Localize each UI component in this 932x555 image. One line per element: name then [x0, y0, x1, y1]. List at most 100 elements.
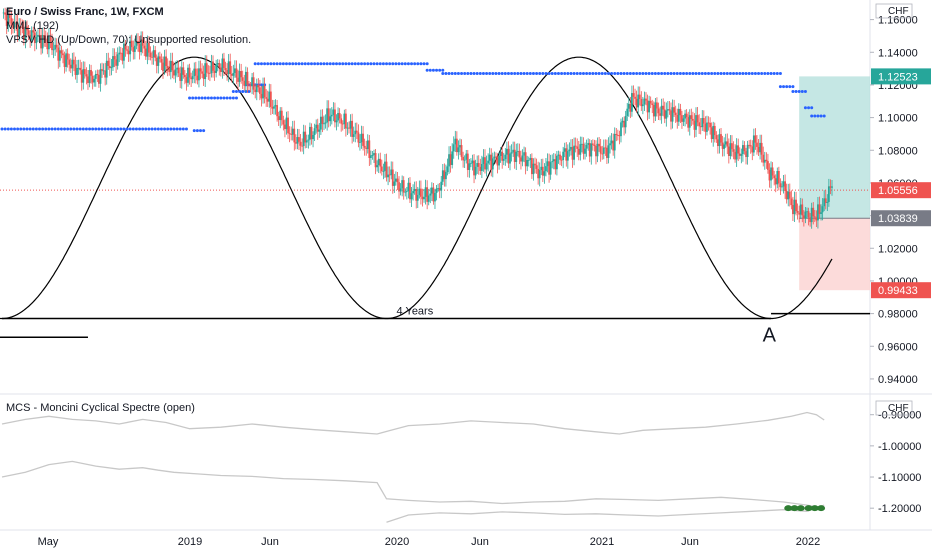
- mml-dot: [807, 106, 811, 110]
- candle: [191, 70, 194, 84]
- candle-body: [729, 143, 732, 156]
- candle-body: [529, 157, 532, 160]
- mml-dot: [406, 62, 410, 66]
- candle: [818, 196, 821, 219]
- candle: [757, 138, 760, 156]
- candle: [115, 51, 118, 73]
- mml-dot: [535, 72, 539, 75]
- candle: [187, 64, 189, 87]
- candle-body: [496, 156, 499, 166]
- candle-body: [720, 134, 722, 143]
- candle-body: [135, 40, 138, 46]
- candle-body: [709, 122, 711, 128]
- candle-body: [241, 77, 244, 81]
- candle-body: [37, 34, 39, 37]
- candle-body: [515, 151, 518, 162]
- candle-body: [360, 133, 363, 143]
- mml-dot: [516, 72, 520, 75]
- candle-body: [806, 211, 808, 213]
- candle-body: [324, 122, 327, 124]
- candle: [768, 163, 771, 188]
- candle: [663, 101, 666, 124]
- candle-body: [393, 181, 396, 186]
- candle-body: [718, 134, 721, 147]
- mml-dot: [213, 96, 217, 100]
- candle-body: [598, 143, 600, 147]
- mml-legend[interactable]: MML (192): [6, 20, 59, 32]
- candle: [204, 55, 207, 87]
- candle: [423, 188, 425, 203]
- candle: [41, 27, 44, 54]
- mcs-legend[interactable]: MCS - Moncini Cyclical Spectre (open): [6, 402, 195, 414]
- candle: [552, 153, 555, 170]
- candle: [162, 56, 164, 79]
- candle-body: [30, 30, 33, 40]
- candle-body: [321, 116, 324, 124]
- candle: [821, 198, 824, 221]
- candle-body: [510, 152, 513, 154]
- candle-body: [754, 135, 757, 143]
- candle-body: [792, 204, 794, 215]
- vpsv-legend[interactable]: VPSV HD (Up/Down, 70): Unsupported resol…: [6, 34, 251, 46]
- candle-body: [196, 75, 199, 81]
- mml-dot: [519, 72, 523, 75]
- mml-dot: [281, 62, 285, 66]
- candle: [820, 204, 822, 221]
- candle-body: [22, 27, 25, 41]
- candle: [104, 62, 107, 86]
- candle-body: [649, 100, 652, 104]
- candle-body: [527, 159, 530, 161]
- candle: [318, 123, 321, 138]
- candle: [670, 102, 672, 130]
- candle-body: [826, 201, 829, 203]
- candle: [520, 150, 522, 170]
- candle: [809, 213, 812, 227]
- candle: [143, 37, 146, 57]
- candle: [557, 150, 560, 164]
- candle: [182, 61, 185, 79]
- candle-body: [615, 133, 618, 135]
- candle-body: [585, 144, 588, 149]
- candle: [598, 136, 600, 152]
- candle: [140, 31, 143, 56]
- mml-dot: [538, 72, 542, 75]
- mml-dot: [560, 72, 564, 75]
- candle-body: [235, 68, 238, 78]
- candle-body: [570, 146, 572, 150]
- candle: [673, 99, 676, 117]
- candle-body: [26, 26, 28, 31]
- candle-body: [535, 165, 538, 169]
- candle: [80, 62, 83, 91]
- candle-body: [435, 188, 438, 193]
- candle: [288, 126, 291, 143]
- candle: [151, 51, 153, 65]
- candle-body: [521, 155, 524, 162]
- candle: [271, 99, 274, 115]
- candle-body: [362, 133, 364, 146]
- candle-body: [316, 124, 319, 132]
- candle: [427, 188, 430, 206]
- candle-body: [473, 160, 475, 176]
- candle: [720, 128, 722, 147]
- candle-body: [237, 77, 239, 82]
- candle-body: [123, 43, 125, 61]
- candle: [274, 99, 277, 115]
- candle: [779, 178, 782, 196]
- date-label: Jun: [261, 536, 279, 548]
- candle-body: [162, 62, 164, 72]
- vpsv-legend-label: VPSV HD (Up/Down, 70): Unsupported resol…: [6, 34, 252, 46]
- candle: [426, 180, 429, 210]
- mml-dot: [328, 62, 332, 66]
- candle: [135, 33, 138, 50]
- candle: [277, 111, 280, 126]
- candle: [157, 52, 160, 74]
- symbol-legend[interactable]: Euro / Swiss Franc, 1W, FXCM: [6, 6, 164, 18]
- candle: [510, 144, 513, 162]
- mml-dot: [766, 72, 770, 75]
- candle-body: [173, 70, 175, 76]
- candle-body: [760, 142, 763, 155]
- candle-body: [827, 186, 830, 202]
- candle: [174, 61, 177, 83]
- candle-body: [354, 130, 357, 135]
- mml-dot: [566, 72, 570, 75]
